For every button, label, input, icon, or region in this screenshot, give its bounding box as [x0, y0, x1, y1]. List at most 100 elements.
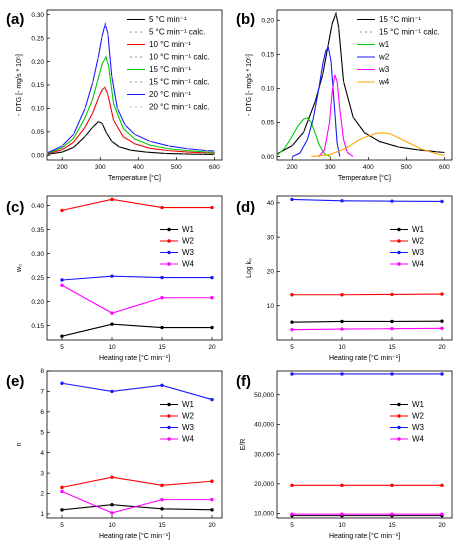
- legend-entry: w4: [357, 78, 390, 87]
- series-line: [46, 21, 215, 154]
- data-point: [390, 292, 394, 297]
- y-tick-label: 0.15: [261, 52, 274, 59]
- y-axis-label: n: [16, 442, 23, 446]
- legend-marker: [167, 262, 171, 266]
- plot-frame: [276, 9, 453, 161]
- x-tick-label: 5: [290, 522, 294, 529]
- data-point: [443, 151, 446, 154]
- data-point: [61, 146, 63, 149]
- series-line: [61, 284, 212, 314]
- data-point: [116, 108, 119, 110]
- x-axis-label: Heating rate [°C min⁻¹]: [329, 354, 400, 362]
- y-tick-label: 40,000: [254, 422, 274, 429]
- data-point: [290, 512, 294, 516]
- data-point: [60, 208, 64, 213]
- y-tick-label: 0.00: [261, 154, 274, 161]
- series-line: [292, 293, 443, 296]
- x-tick-label: 600: [209, 164, 220, 171]
- legend-label: W2: [412, 237, 425, 246]
- x-tick-label: 10: [108, 344, 116, 351]
- legend-entry: 10 °C min⁻¹: [127, 40, 191, 49]
- data-point: [122, 136, 124, 138]
- legend-label: W4: [412, 435, 425, 444]
- data-point: [164, 152, 166, 155]
- series-line: [61, 382, 213, 401]
- plot-frame: [46, 370, 223, 519]
- y-tick-label: 5: [40, 429, 44, 436]
- legend-label: 20 °C min⁻¹ calc.: [149, 103, 210, 112]
- data-point: [145, 151, 147, 154]
- legend-label: 10 °C min⁻¹: [149, 40, 191, 49]
- data-point: [60, 508, 64, 512]
- legend-label: W3: [412, 248, 425, 257]
- legend-entry: W4: [390, 435, 425, 444]
- plot-frame: [276, 195, 453, 341]
- y-tick-label: 0.25: [31, 35, 44, 42]
- legend-entry: W4: [160, 435, 195, 444]
- legend-entry: 5 °C min⁻¹ calc.: [130, 28, 205, 37]
- y-tick-label: 1: [40, 511, 44, 518]
- data-point: [133, 138, 136, 141]
- data-point: [352, 117, 354, 119]
- data-point: [110, 503, 114, 507]
- x-tick-label: 300: [95, 164, 106, 171]
- data-point: [60, 283, 64, 287]
- legend-label: w1: [378, 40, 390, 49]
- data-point: [84, 107, 86, 109]
- data-point: [84, 126, 86, 128]
- data-point: [110, 311, 114, 315]
- legend-marker: [167, 437, 171, 441]
- legend-marker: [365, 31, 367, 33]
- data-point: [60, 489, 64, 494]
- legend-marker: [397, 402, 401, 407]
- legend-label: 20 °C min⁻¹: [149, 90, 191, 99]
- y-tick-label: 0.30: [31, 251, 44, 258]
- data-point: [91, 97, 94, 100]
- x-tick-label: 500: [171, 164, 182, 171]
- data-point: [210, 479, 214, 483]
- data-point: [97, 121, 100, 123]
- chart-panel-c: (c) 5 10 15 20 0.15 0.20 0.25 0.30 0.35 0.40 Heatin…: [6, 195, 223, 362]
- data-point: [110, 75, 113, 78]
- plot-frame: [276, 370, 453, 519]
- data-point: [314, 100, 316, 103]
- data-point: [105, 57, 107, 59]
- data-point: [290, 320, 294, 324]
- legend-marker: [360, 31, 362, 33]
- data-point: [72, 141, 75, 143]
- legend-marker: [130, 106, 132, 108]
- data-point: [206, 151, 208, 153]
- data-point: [183, 153, 185, 155]
- legend-label: W1: [182, 225, 195, 234]
- y-tick-label: 0.20: [261, 17, 274, 24]
- data-point: [290, 372, 294, 376]
- legend-label: W4: [182, 260, 195, 269]
- data-point: [110, 197, 114, 202]
- series-line: [291, 320, 443, 323]
- y-tick-label: 50,000: [254, 392, 274, 399]
- x-axis-label: Temperature [°C]: [108, 174, 161, 182]
- y-tick-label: 2: [40, 491, 44, 498]
- y-tick-label: 0.00: [31, 153, 44, 160]
- legend-entry: W3: [390, 248, 425, 257]
- legend-marker: [397, 250, 401, 255]
- data-point: [149, 147, 151, 149]
- data-point: [440, 483, 444, 488]
- legend-entry: 15 °C min⁻¹: [357, 15, 421, 24]
- legend-label: W1: [412, 225, 425, 234]
- legend-label: W2: [182, 237, 195, 246]
- data-point: [290, 293, 294, 297]
- series-line: [61, 275, 212, 281]
- legend-label: 15 °C min⁻¹ calc.: [149, 78, 210, 87]
- legend-marker: [130, 56, 132, 58]
- data-point: [110, 475, 114, 479]
- data-point: [331, 24, 333, 27]
- data-point: [440, 372, 444, 376]
- series-line: [318, 74, 354, 158]
- legend-label: W4: [412, 260, 425, 269]
- data-point: [160, 507, 164, 511]
- data-point: [101, 64, 103, 67]
- y-axis-label: - DTG [- mg/s * 10⁵]: [246, 54, 253, 116]
- legend-label: W3: [412, 423, 425, 432]
- data-point: [390, 483, 394, 488]
